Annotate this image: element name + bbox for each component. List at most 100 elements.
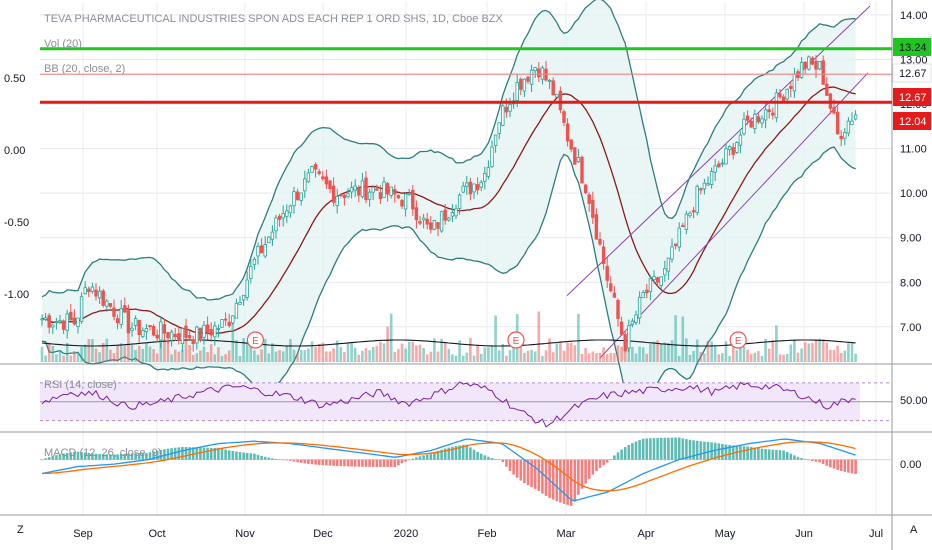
volume-bar <box>526 350 530 362</box>
macd-histogram-bar <box>440 449 443 460</box>
candle-body <box>202 324 206 338</box>
candle-body <box>87 288 91 293</box>
macd-histogram-bar <box>217 447 220 460</box>
candle-body <box>850 120 854 125</box>
volume-bar <box>796 352 800 362</box>
volume-bar <box>631 346 634 362</box>
macd-histogram-bar <box>263 456 267 460</box>
volume-bar <box>782 354 785 362</box>
volume-bar <box>494 315 497 362</box>
candle-body <box>306 172 311 183</box>
candle-body <box>659 276 663 286</box>
volume-bar <box>829 349 832 362</box>
macd-histogram-bar <box>699 441 703 460</box>
volume-bar <box>76 351 80 362</box>
candle-body <box>558 90 563 111</box>
volume-bar <box>361 350 364 362</box>
volume-bar <box>811 342 814 362</box>
candle-body <box>256 245 260 257</box>
candle-body <box>767 109 771 113</box>
macd-histogram-bar <box>803 459 807 460</box>
bollinger-indicator-label[interactable]: BB (20, close, 2) <box>44 63 125 75</box>
macd-histogram-bar <box>796 456 800 460</box>
rsi-indicator-label[interactable]: RSI (14, close) <box>44 379 117 391</box>
macd-histogram-bar <box>523 459 526 484</box>
macd-histogram-bar <box>397 459 400 466</box>
macd-histogram-bar <box>332 459 335 466</box>
volume-bar <box>119 343 123 362</box>
volume-bar <box>433 338 436 362</box>
candle-body <box>47 315 51 328</box>
bollinger-fill <box>42 0 856 407</box>
macd-histogram-bar <box>415 457 418 460</box>
volume-bar <box>440 338 443 362</box>
candle-body <box>565 123 570 142</box>
macd-indicator-label[interactable]: MACD (12, 26, close, 9) <box>44 447 161 459</box>
candle-body <box>468 181 473 195</box>
price-tag <box>892 63 932 83</box>
macd-histogram-bar <box>375 459 379 467</box>
candle-body <box>51 324 55 328</box>
candle-body <box>367 191 372 200</box>
candle-body <box>101 290 105 306</box>
macd-histogram-bar <box>418 456 422 460</box>
candle-body <box>79 296 84 322</box>
timezone-button[interactable]: Z <box>17 524 24 536</box>
candle-body <box>141 330 145 337</box>
candle-body <box>195 326 199 344</box>
volume-bar <box>663 342 667 362</box>
candle-body <box>526 76 530 82</box>
macd-histogram-bar <box>839 459 843 471</box>
candle-body <box>385 183 390 195</box>
volume-bar <box>166 340 170 362</box>
candle-body <box>418 221 422 224</box>
macd-histogram-bar <box>141 452 145 460</box>
volume-bar <box>742 346 746 362</box>
candle-body <box>159 321 163 341</box>
candle-body <box>771 112 775 116</box>
candle-body <box>835 111 840 135</box>
auto-scale-button[interactable]: A <box>910 524 918 536</box>
candle-body <box>591 199 595 218</box>
candle-body <box>205 324 210 333</box>
macd-histogram-bar <box>83 452 87 460</box>
volume-bar <box>274 351 278 362</box>
candle-body <box>43 317 48 320</box>
price-levels <box>40 47 892 104</box>
macd-histogram-bar <box>652 438 656 460</box>
volume-indicator-label[interactable]: Vol (20) <box>44 38 82 50</box>
macd-histogram-bar <box>109 454 112 460</box>
macd-histogram-bar <box>674 437 677 460</box>
candle-body <box>479 181 483 188</box>
candle-body <box>310 166 314 173</box>
candle-body <box>213 325 217 338</box>
volume-bar <box>479 353 483 362</box>
volume-bar <box>404 348 407 362</box>
candle-body <box>569 139 573 150</box>
macd-histogram-bar <box>116 454 119 460</box>
volume-bar <box>706 340 710 362</box>
volume-bar <box>112 353 116 362</box>
earnings-marker <box>246 331 264 349</box>
x-axis-tick-label: Nov <box>235 528 255 540</box>
macd-histogram-bar <box>800 458 803 460</box>
volume-bar <box>577 313 580 362</box>
macd-histogram-bar <box>490 458 494 460</box>
x-axis-tick-label: Jul <box>869 528 883 540</box>
macd-histogram-bar <box>112 454 116 460</box>
macd-histogram-bar <box>476 451 479 460</box>
macd-histogram-bar <box>235 451 238 460</box>
candle-body <box>270 231 275 240</box>
volume-bar <box>353 347 357 362</box>
volume-bar <box>692 350 695 362</box>
candle-body <box>371 186 375 193</box>
volume-bar <box>436 351 440 362</box>
price-axis-tick-label: 14.00 <box>900 10 928 22</box>
volume-bar <box>778 354 782 362</box>
candle-body <box>803 61 807 69</box>
volume-bar <box>634 353 638 362</box>
volume-bar <box>461 355 465 362</box>
price-tag-label: 12.67 <box>899 68 927 80</box>
